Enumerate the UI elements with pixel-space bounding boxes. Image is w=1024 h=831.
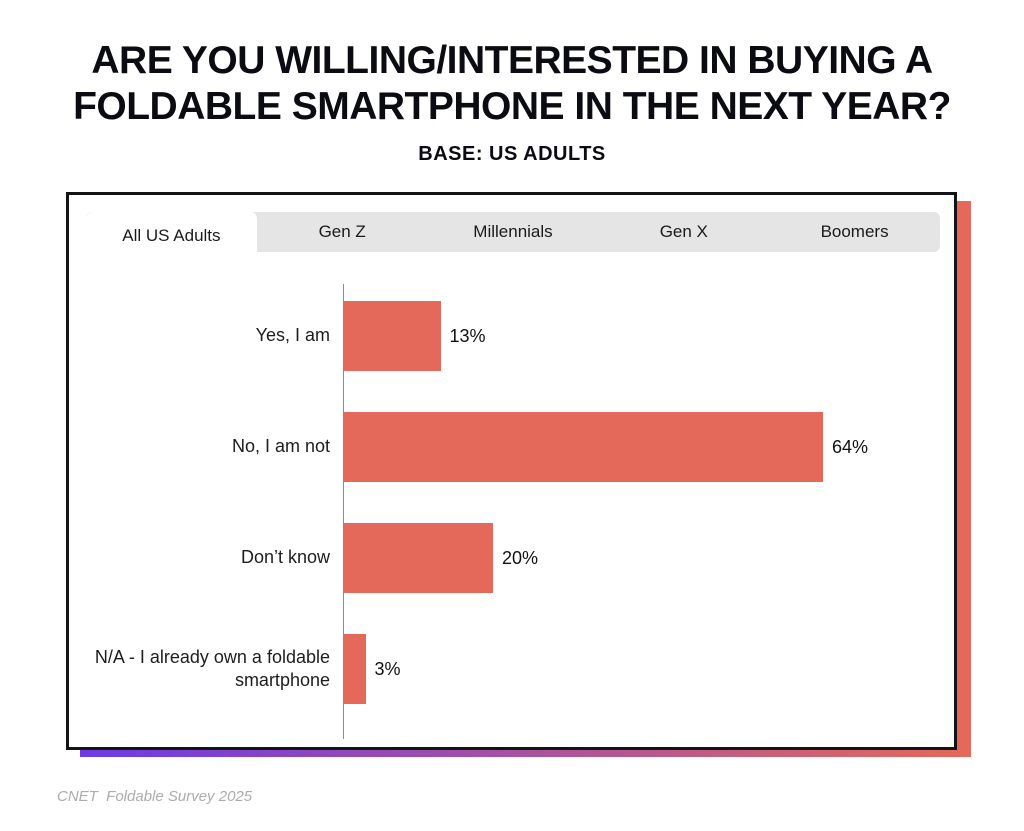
page-subtitle: BASE: US ADULTS xyxy=(418,143,606,166)
tab-all-us-adults[interactable]: All US Adults xyxy=(86,212,257,260)
chart-card-wrapper: All US Adults Gen Z Millennials Gen X Bo… xyxy=(66,192,971,758)
source-credit: CNET Foldable Survey 2025 xyxy=(57,788,253,806)
bar xyxy=(343,301,441,372)
chart-card: All US Adults Gen Z Millennials Gen X Bo… xyxy=(66,192,957,751)
bar-area: 20% xyxy=(343,523,934,594)
bar xyxy=(343,634,366,705)
audience-tabbar: All US Adults Gen Z Millennials Gen X Bo… xyxy=(86,212,940,260)
bar-row: Don’t know 20% xyxy=(69,523,934,594)
category-label: No, I am not xyxy=(231,436,330,457)
bar-value-label: 20% xyxy=(502,547,539,568)
bar-area: 64% xyxy=(343,412,934,483)
bar-value-label: 13% xyxy=(449,325,486,346)
page-header: ARE YOU WILLING/INTERESTED IN BUYING A F… xyxy=(0,0,1024,166)
bar xyxy=(343,523,493,594)
bar xyxy=(343,412,823,483)
tab-boomers[interactable]: Boomers xyxy=(820,222,889,242)
bar-row: N/A - I already own a foldable smartphon… xyxy=(69,634,934,705)
bar-value-label: 64% xyxy=(832,436,869,457)
tab-millennials[interactable]: Millennials xyxy=(473,222,553,242)
bar-row: No, I am not 64% xyxy=(69,412,934,483)
tab-gen-z[interactable]: Gen Z xyxy=(318,222,366,242)
bar-chart: Yes, I am 13% No, I am not 64% Don’t kno… xyxy=(69,284,934,740)
category-label: N/A - I already own a foldable smartphon… xyxy=(94,646,330,691)
page-title-line1: ARE YOU WILLING/INTERESTED IN BUYING A xyxy=(91,39,933,82)
category-label: Don’t know xyxy=(240,547,330,568)
bar-value-label: 3% xyxy=(374,658,401,679)
tab-gen-x[interactable]: Gen X xyxy=(659,222,708,242)
page-title-line2: FOLDABLE SMARTPHONE IN THE NEXT YEAR? xyxy=(73,85,951,129)
category-label: Yes, I am xyxy=(255,325,330,346)
bar-area: 3% xyxy=(343,634,934,705)
bar-area: 13% xyxy=(343,301,934,372)
page-title: ARE YOU WILLING/INTERESTED IN BUYING A F… xyxy=(0,38,1024,130)
bar-row: Yes, I am 13% xyxy=(69,301,934,372)
chart-axis-line xyxy=(343,284,344,740)
